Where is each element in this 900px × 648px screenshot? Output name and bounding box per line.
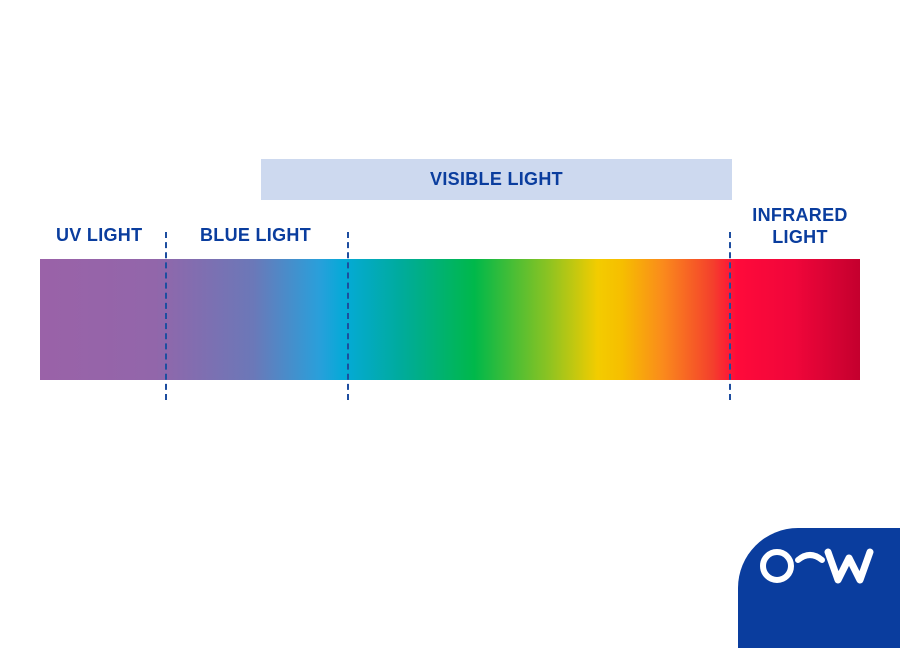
- uv-blue-divider: [165, 232, 167, 400]
- visible-light-band: VISIBLE LIGHT: [261, 159, 732, 200]
- brand-logo-icon: [760, 548, 874, 584]
- brand-logo: [738, 528, 900, 648]
- infrared-label-line1: INFRARED: [752, 205, 848, 225]
- uv-light-label: UV LIGHT: [56, 225, 143, 245]
- infrared-label-line2: LIGHT: [772, 227, 828, 247]
- infrared-light-label: INFRARED LIGHT: [740, 204, 860, 248]
- visible-light-label: VISIBLE LIGHT: [430, 169, 563, 189]
- blue-light-label: BLUE LIGHT: [200, 225, 311, 245]
- visible-infrared-divider: [729, 232, 731, 400]
- light-spectrum-bar: [40, 259, 860, 380]
- blue-visible-divider: [347, 232, 349, 400]
